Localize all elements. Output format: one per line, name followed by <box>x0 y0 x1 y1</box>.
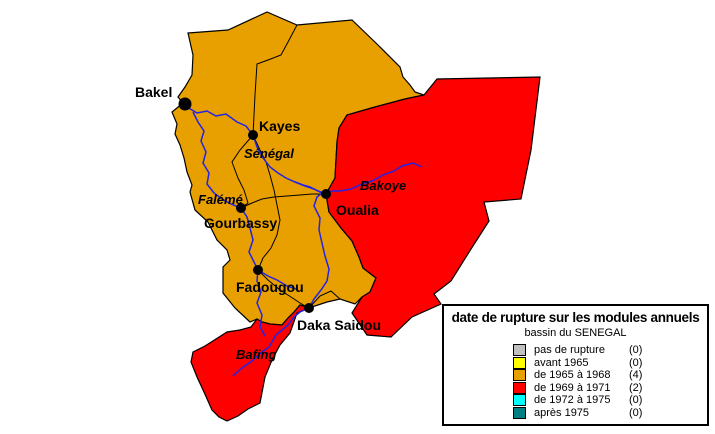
border-line <box>308 290 341 309</box>
legend-item-label: de 1972 à 1975 <box>534 394 611 407</box>
legend-row: de 1972 à 1975 (0) <box>513 394 707 407</box>
legend-row: avant 1965 (0) <box>513 356 707 370</box>
legend-row: pas de rupture (0) <box>513 344 707 357</box>
river-label-faleme: Falémé <box>198 192 243 207</box>
border-line <box>252 134 281 271</box>
legend-item-count: (2) <box>629 381 643 394</box>
station-dot-fadougou <box>253 265 263 275</box>
bakoye-red-region <box>325 76 541 338</box>
border-line <box>240 193 326 209</box>
legend-swatch-teal <box>513 406 526 419</box>
station-dot-bakel <box>178 97 192 111</box>
legend-subtitle: bassin du SENEGAL <box>524 327 627 339</box>
legend-item-count: (0) <box>629 356 643 369</box>
legend-swatch-cyan <box>513 394 526 407</box>
legend-item-count: (0) <box>629 394 643 407</box>
river-label-bafing: Bafing <box>236 347 277 362</box>
station-dot-oualia <box>321 189 331 199</box>
sub-basin-borders <box>231 24 341 309</box>
river-label-bakoye: Bakoye <box>360 178 406 193</box>
station-label-daka-saidou: Daka Saidou <box>297 317 381 333</box>
legend-row: après 1975 (0) <box>513 406 707 420</box>
bakoye-river <box>294 162 423 195</box>
legend-item-label: de 1969 à 1971 <box>534 381 611 394</box>
legend-item-label: pas de rupture <box>534 344 605 357</box>
legend-swatch-red <box>513 381 526 394</box>
legend-swatch-yellow <box>513 356 526 369</box>
station-label-oualia: Oualia <box>336 202 379 218</box>
station-label-kayes: Kayes <box>259 118 300 134</box>
bafing-river <box>232 192 330 377</box>
border-line <box>257 269 310 309</box>
border-line <box>252 24 298 136</box>
station-dots <box>178 97 331 313</box>
border-line <box>231 134 254 209</box>
legend-item-count: (4) <box>629 369 643 382</box>
legend-item-label: après 1975 <box>534 406 590 419</box>
station-dot-daka-saidou <box>304 303 314 313</box>
legend-swatch-gray <box>513 344 526 357</box>
legend-item-label: avant 1965 <box>534 356 589 369</box>
station-dot-gourbassy <box>236 203 246 213</box>
station-dot-kayes <box>248 130 258 140</box>
station-label-fadougou: Fadougou <box>236 279 304 295</box>
legend-title: date de rupture sur les modules annuels <box>451 310 700 325</box>
legend-row: de 1965 à 1968 (4) <box>513 369 707 382</box>
faleme-tributary <box>257 269 297 290</box>
legend-swatch-orange <box>513 369 526 382</box>
legend-item-count: (0) <box>629 344 643 357</box>
legend-box: date de rupture sur les modules annuels … <box>442 304 709 426</box>
legend-item-label: de 1965 à 1968 <box>534 369 611 382</box>
station-label-bakel: Bakel <box>135 84 172 100</box>
legend-item-count: (0) <box>629 406 643 419</box>
river-label-senegal: Sénégal <box>244 146 294 161</box>
faleme-river <box>192 111 266 337</box>
rivers <box>186 106 423 377</box>
station-label-gourbassy: Gourbassy <box>204 215 277 231</box>
legend-rows: pas de rupture (0) avant 1965 (0) de 196… <box>513 344 707 419</box>
legend-row: de 1969 à 1971 (2) <box>513 381 707 395</box>
